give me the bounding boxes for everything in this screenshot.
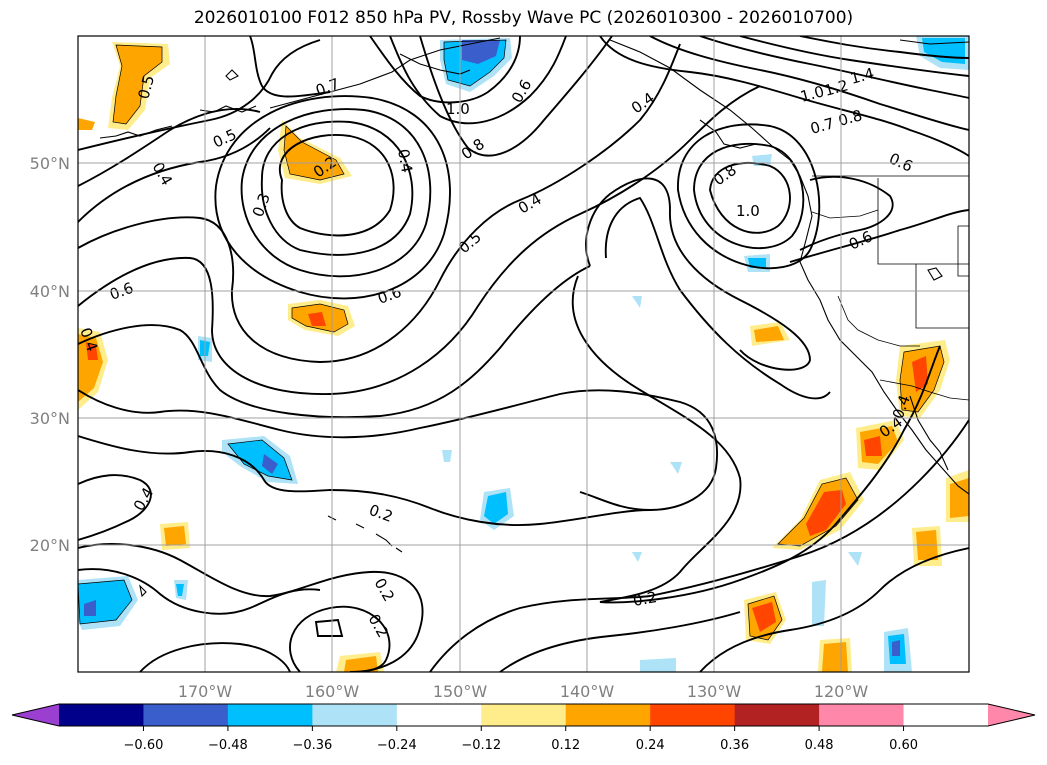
contour-label: 0.4	[394, 148, 416, 175]
colorbar-bin	[227, 704, 313, 726]
colorbar-under-arrow	[12, 704, 59, 726]
colorbar-tick-label: 0.48	[805, 738, 834, 753]
map-border	[77, 35, 970, 673]
lat-label: 30°N	[30, 409, 70, 428]
colorbar-tick-label: 0.60	[889, 738, 918, 753]
contour-label: 0.2	[632, 588, 659, 610]
contour-label: 1.0	[736, 202, 760, 220]
colorbar: −0.60 −0.48 −0.36 −0.24 −0.12 0.12 0.24 0.36 0.4…	[11, 703, 1036, 753]
colorbar-bin	[734, 704, 820, 726]
colorbar-bin	[565, 704, 651, 726]
contour-label: 0.8	[836, 106, 864, 130]
pv-contours	[78, 36, 969, 672]
colorbar-bin	[819, 704, 905, 726]
lon-label: 140°W	[560, 682, 615, 701]
lon-label: 130°W	[687, 682, 742, 701]
colorbar-tick-label: −0.12	[461, 738, 501, 753]
lat-label: 20°N	[30, 536, 70, 555]
colorbar-bin	[312, 704, 398, 726]
contour-label: 1.2	[822, 76, 850, 100]
graticule	[78, 36, 969, 672]
colorbar-bin	[481, 704, 567, 726]
contour-label: 1.0	[446, 100, 470, 118]
colorbar-bin	[143, 704, 229, 726]
lon-label: 160°W	[305, 682, 360, 701]
colorbar-bin	[903, 704, 989, 726]
colorbar-outline	[11, 703, 1036, 727]
contour-label: 1.4	[848, 64, 876, 88]
longitude-labels: 170°W 160°W 150°W 140°W 130°W 120°W	[178, 682, 869, 701]
colorbar-tick-label: 0.24	[636, 738, 665, 753]
lon-label: 170°W	[178, 682, 233, 701]
colorbar-tick-label: −0.24	[377, 738, 417, 753]
contour-label: 0.7	[808, 114, 836, 138]
colorbar-bin	[396, 704, 482, 726]
colorbar-bin	[59, 704, 144, 726]
latitude-labels: 50°N 40°N 30°N 20°N	[30, 154, 70, 555]
map-title: 2026010100 F012 850 hPa PV, Rossby Wave …	[193, 8, 854, 28]
colorbar-tick-label: −0.48	[208, 738, 248, 753]
lon-label: 150°W	[433, 682, 488, 701]
colorbar-tick-label: 0.12	[551, 738, 580, 753]
colorbar-bin	[650, 704, 736, 726]
contour-label: 0.5	[134, 73, 158, 101]
colorbar-tick-label: −0.36	[292, 738, 332, 753]
lat-label: 50°N	[30, 154, 70, 173]
contour-label: 1.0	[798, 82, 826, 106]
pv-anomaly-edges	[78, 39, 945, 641]
lon-label: 120°W	[814, 682, 869, 701]
colorbar-tick-label: 0.36	[720, 738, 749, 753]
contour-label: 0.4	[76, 325, 101, 354]
lat-label: 40°N	[30, 282, 70, 301]
colorbar-over-arrow	[988, 704, 1035, 726]
colorbar-tick-label: −0.60	[124, 738, 164, 753]
